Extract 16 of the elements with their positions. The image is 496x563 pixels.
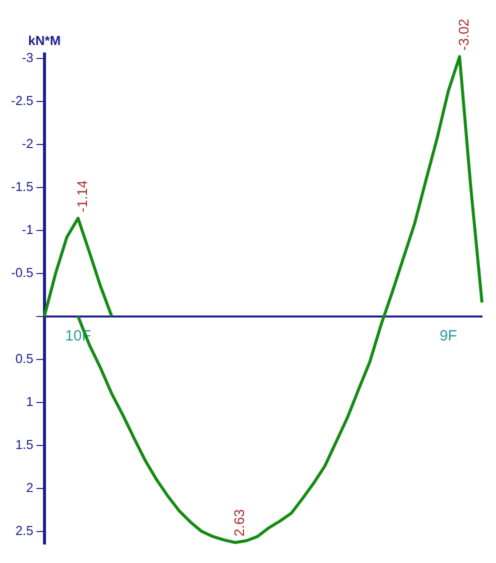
- y-tick-label: -1.5: [10, 178, 34, 194]
- y-tick-label: -0.5: [10, 264, 34, 280]
- annotation: -3.02: [455, 18, 472, 51]
- x-tick-label: 9F: [440, 327, 458, 344]
- y-tick-label: -1: [22, 222, 34, 237]
- y-tick-label: 2.5: [15, 522, 34, 538]
- y-tick-label: -3: [22, 50, 34, 65]
- y-tick-label: 0.5: [15, 350, 34, 366]
- y-tick-label: 1: [26, 394, 34, 409]
- y-tick-label: 1.5: [15, 436, 34, 452]
- y-axis-title: kN*M: [28, 33, 61, 48]
- y-tick-label: 2: [26, 480, 34, 495]
- y-tick-label: -2.5: [10, 92, 34, 108]
- annotation: -1.14: [74, 180, 90, 212]
- y-tick-label: -2: [22, 136, 34, 151]
- annotation: 2.63: [231, 509, 248, 536]
